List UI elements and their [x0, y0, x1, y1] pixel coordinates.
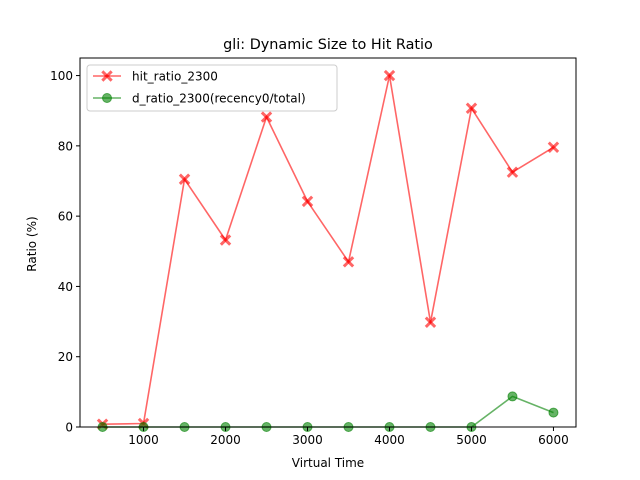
legend-marker-0-stroke-b [101, 70, 113, 82]
y-tick-label-0: 0 [65, 421, 73, 435]
data-point-s0-6-stroke-b [342, 256, 355, 268]
legend-box [86, 64, 338, 112]
data-point-s0-9-stroke-b [465, 102, 478, 114]
y-tick-label-2: 40 [58, 280, 73, 294]
legend: hit_ratio_2300 d_ratio_2300(recency0/tota… [86, 64, 338, 112]
x-tick-label-0: 1000 [128, 433, 159, 447]
legend-marker-1 [102, 93, 112, 103]
y-axis-label: Ratio (%) [25, 216, 39, 271]
data-point-s1-10 [507, 391, 518, 402]
legend-marker-0 [101, 70, 113, 82]
y-tick-label-3: 60 [58, 210, 73, 224]
data-point-s0-11-stroke-b [547, 141, 560, 153]
data-point-s0-4 [260, 111, 273, 123]
legend-label-1: d_ratio_2300(recency0/total) [132, 92, 306, 106]
x-tick-label-4: 5000 [456, 433, 487, 447]
x-tick-label-2: 3000 [292, 433, 323, 447]
data-point-s0-7 [383, 69, 396, 82]
data-point-s0-10-stroke-b [506, 166, 519, 178]
data-point-s0-10 [506, 166, 519, 178]
x-tick-label-5: 6000 [538, 433, 569, 447]
axes-frame [79, 57, 577, 428]
plot-area: 1000 2000 3000 4000 5000 6000 0 20 40 60 80 100 [50, 57, 577, 447]
data-point-s1-11 [548, 407, 559, 418]
data-point-s0-8-stroke-b [424, 316, 437, 328]
data-point-s0-7-stroke-b [383, 69, 396, 82]
x-tick-label-3: 4000 [374, 433, 405, 447]
data-point-s0-5-stroke-b [301, 195, 314, 208]
x-axis-label: Virtual Time [292, 456, 364, 470]
data-point-s0-11 [547, 141, 560, 153]
series-line-0 [102, 74, 554, 425]
data-point-s0-6 [342, 256, 355, 268]
data-point-s0-2-stroke-b [178, 173, 191, 185]
y-tick-label-5: 100 [50, 69, 73, 83]
chart-title: gli: Dynamic Size to Hit Ratio [223, 37, 433, 53]
data-point-s0-3-stroke-b [219, 234, 232, 246]
x-tick-label-1: 2000 [210, 433, 241, 447]
data-point-s0-9 [465, 102, 478, 114]
data-point-s0-4-stroke-b [260, 111, 273, 123]
y-tick-label-1: 20 [58, 350, 73, 364]
data-point-s0-5 [301, 195, 314, 208]
y-tick-label-4: 80 [58, 139, 73, 153]
data-point-s0-3 [219, 234, 232, 246]
data-point-s0-2 [178, 173, 191, 185]
data-point-s0-8 [424, 316, 437, 328]
legend-label-0: hit_ratio_2300 [132, 70, 218, 84]
